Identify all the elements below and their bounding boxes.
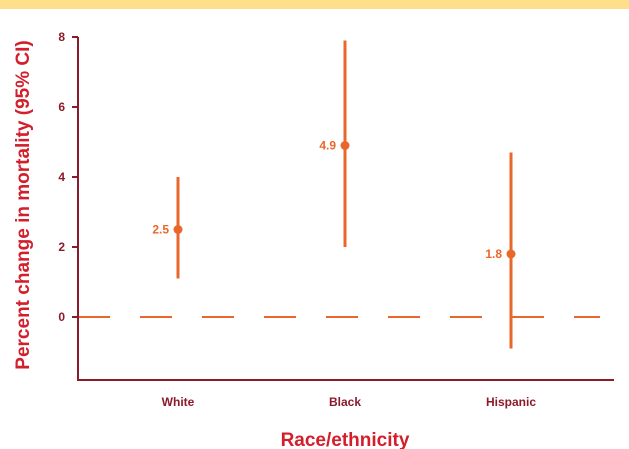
value-label-black: 4.9 xyxy=(319,139,336,153)
x-tick-label: Hispanic xyxy=(486,395,536,409)
x-tick-label: Black xyxy=(329,395,361,409)
y-tick-label: 6 xyxy=(58,100,65,114)
point-black xyxy=(340,141,350,150)
y-tick-label: 2 xyxy=(58,240,65,254)
x-axis-title: Race/ethnicity xyxy=(281,430,410,449)
x-ticks-layer: White Black Hispanic xyxy=(162,395,537,409)
y-tick-label: 0 xyxy=(58,310,65,324)
top-color-band xyxy=(0,0,629,9)
x-tick-label: White xyxy=(162,395,195,409)
point-white xyxy=(173,225,183,234)
y-tick-label: 4 xyxy=(58,170,65,184)
point-hispanic xyxy=(506,249,516,259)
series-layer: 2.5 4.9 1.8 xyxy=(152,40,516,349)
y-axis-title: Percent change in mortality (95% CI) xyxy=(13,40,34,369)
value-label-white: 2.5 xyxy=(152,223,169,237)
y-tick-label: 8 xyxy=(58,30,65,44)
y-ticks-layer: 0 2 4 6 8 xyxy=(58,30,78,324)
axes-layer xyxy=(77,37,614,381)
value-label-hispanic: 1.8 xyxy=(485,247,502,261)
